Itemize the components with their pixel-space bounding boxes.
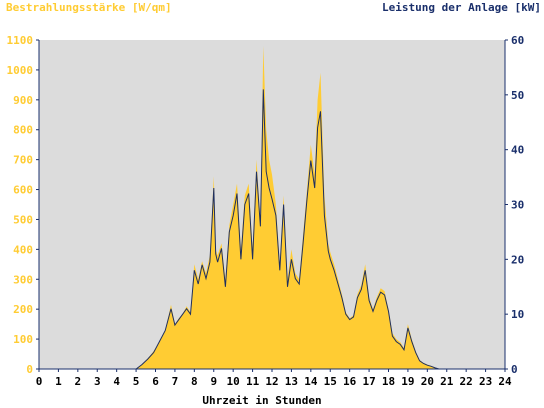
x-tick-label: 4: [113, 375, 120, 388]
right-tick-label: 60: [511, 34, 524, 47]
x-tick-label: 8: [191, 375, 198, 388]
right-tick-label: 0: [511, 363, 518, 376]
left-tick-label: 300: [13, 273, 33, 286]
left-tick-label: 1000: [7, 64, 34, 77]
power-line: [39, 89, 505, 370]
x-tick-label: 14: [304, 375, 318, 388]
x-tick-label: 5: [133, 375, 140, 388]
right-tick-label: 40: [511, 144, 524, 157]
x-tick-label: 19: [401, 375, 414, 388]
right-tick-label: 30: [511, 199, 524, 212]
left-tick-label: 500: [13, 213, 33, 226]
x-tick-label: 24: [498, 375, 512, 388]
x-tick-label: 0: [36, 375, 43, 388]
left-axis-title: Bestrahlungsstärke [W/qm]: [6, 1, 172, 14]
x-tick-label: 6: [152, 375, 159, 388]
x-tick-label: 2: [75, 375, 82, 388]
right-tick-label: 50: [511, 89, 524, 102]
x-tick-label: 21: [440, 375, 454, 388]
series-layer: [39, 46, 505, 370]
left-tick-label: 600: [13, 184, 33, 197]
x-tick-label: 11: [246, 375, 260, 388]
right-axis-title: Leistung der Anlage [kW]: [382, 1, 541, 14]
left-tick-label: 700: [13, 154, 33, 167]
x-tick-label: 3: [94, 375, 101, 388]
x-tick-label: 20: [421, 375, 434, 388]
x-tick-label: 17: [362, 375, 375, 388]
left-tick-label: 0: [26, 363, 33, 376]
x-tick-label: 7: [172, 375, 179, 388]
x-tick-label: 16: [343, 375, 357, 388]
x-tick-label: 18: [382, 375, 395, 388]
x-tick-label: 22: [460, 375, 473, 388]
left-tick-label: 900: [13, 94, 33, 107]
x-tick-label: 9: [210, 375, 217, 388]
x-tick-label: 23: [479, 375, 492, 388]
x-tick-label: 12: [265, 375, 278, 388]
x-tick-label: 1: [55, 375, 62, 388]
left-tick-label: 1100: [7, 34, 34, 47]
left-tick-label: 200: [13, 303, 33, 316]
x-tick-label: 15: [324, 375, 337, 388]
axis-layer: 0 1 2 3 4 5 6 7 8 9 10 11 12 13 14 15 16 17 18 19 20 21 22 23 24…: [7, 34, 525, 388]
irradiance-area: [39, 46, 505, 369]
left-tick-label: 100: [13, 333, 33, 346]
left-tick-label: 400: [13, 243, 33, 256]
x-tick-label: 10: [227, 375, 240, 388]
x-tick-label: 13: [285, 375, 298, 388]
left-tick-label: 800: [13, 124, 33, 137]
right-tick-label: 10: [511, 308, 524, 321]
x-axis-label: Uhrzeit in Stunden: [202, 394, 321, 407]
right-tick-label: 20: [511, 253, 524, 266]
